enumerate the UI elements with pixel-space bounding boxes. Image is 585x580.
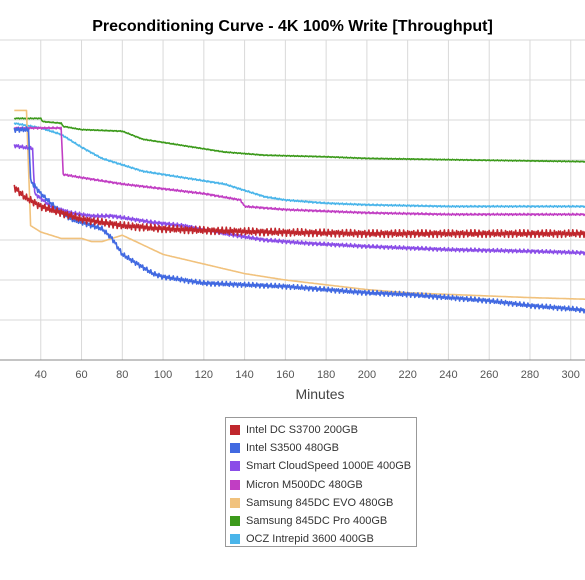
series-line-6	[13, 122, 585, 208]
x-tick-label: 300	[562, 369, 580, 381]
x-tick-label: 60	[75, 369, 87, 381]
legend-label: Smart CloudSpeed 1000E 400GB	[246, 460, 412, 473]
series-line-1	[13, 126, 585, 314]
legend-label: OCZ Intrepid 3600 400GB	[246, 533, 374, 546]
x-tick-label: 120	[195, 369, 213, 381]
x-axis-label: Minutes	[295, 386, 345, 402]
legend-label: Micron M500DC 480GB	[246, 478, 363, 491]
legend-label: Intel S3500 480GB	[246, 442, 339, 455]
legend-item: Samsung 845DC EVO 480GB	[230, 494, 416, 512]
legend-item: OCZ Intrepid 3600 400GB	[230, 530, 416, 548]
legend-label: Samsung 845DC EVO 480GB	[246, 496, 394, 509]
legend-item: Samsung 845DC Pro 400GB	[230, 512, 416, 530]
x-tick-label: 240	[439, 369, 457, 381]
x-tick-label: 140	[235, 369, 253, 381]
legend-item: Intel DC S3700 200GB	[230, 421, 416, 439]
chart-title: Preconditioning Curve - 4K 100% Write [T…	[92, 18, 493, 35]
x-tick-label: 80	[116, 369, 128, 381]
legend-swatch	[230, 461, 240, 472]
legend-label: Intel DC S3700 200GB	[246, 424, 358, 437]
x-tick-label: 160	[276, 369, 294, 381]
plot-area: 40 60 80 100 120 140 160 180 200 220 240 260 280 300	[0, 39, 585, 381]
series-line-2	[13, 144, 585, 256]
legend-swatch	[230, 443, 240, 454]
legend-swatch	[230, 534, 240, 545]
legend-item: Intel S3500 480GB	[230, 439, 416, 457]
x-tick-label: 220	[398, 369, 416, 381]
x-axis: 40 60 80 100 120 140 160 180 200 220 240 260 280 300	[0, 359, 585, 381]
legend-label: Samsung 845DC Pro 400GB	[246, 515, 388, 528]
x-tick-label: 40	[35, 369, 47, 381]
x-tick-label: 200	[358, 369, 376, 381]
legend-swatch	[230, 497, 240, 508]
legend-item: Smart CloudSpeed 1000E 400GB	[230, 457, 416, 475]
legend-swatch	[230, 479, 240, 490]
series-line-3	[13, 126, 585, 217]
x-tick-label: 180	[317, 369, 335, 381]
legend-swatch	[230, 516, 240, 527]
series-lines	[13, 109, 585, 314]
series-line-4	[14, 109, 585, 300]
series-line-5	[13, 117, 585, 163]
legend-swatch	[230, 425, 240, 436]
x-tick-label: 280	[521, 369, 539, 381]
x-tick-label: 260	[480, 369, 498, 381]
legend: Intel DC S3700 200GB Intel S3500 480GB Sma…	[225, 417, 417, 547]
x-tick-label: 100	[154, 369, 172, 381]
series-line-0	[13, 184, 585, 239]
legend-item: Micron M500DC 480GB	[230, 476, 416, 494]
